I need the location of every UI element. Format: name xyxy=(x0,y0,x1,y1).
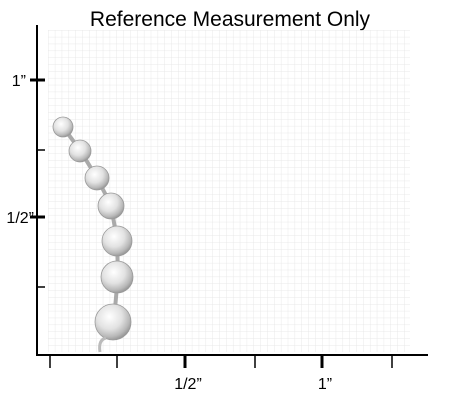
title: Reference Measurement Only xyxy=(90,8,371,31)
grid xyxy=(48,30,410,352)
earring xyxy=(52,116,134,353)
x-axis-label: 1” xyxy=(318,376,332,393)
y-axis-label: 1” xyxy=(12,73,26,90)
x-axis-label: 1/2” xyxy=(174,376,202,393)
y-axis-label: 1/2” xyxy=(6,210,34,227)
axes xyxy=(30,25,428,368)
